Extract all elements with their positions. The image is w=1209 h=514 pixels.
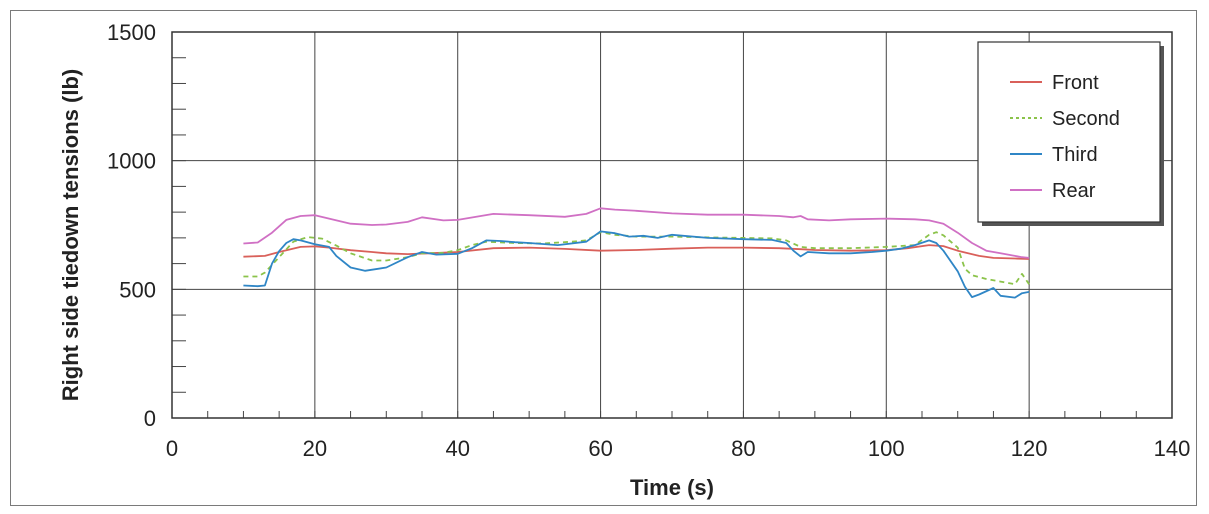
legend-label-third: Third bbox=[1052, 144, 1098, 166]
legend: Front Second Third Rear bbox=[977, 41, 1164, 226]
y-tick-label: 0 bbox=[144, 406, 156, 431]
x-tick-label: 80 bbox=[731, 436, 755, 461]
series-line-rear bbox=[243, 207, 1030, 259]
x-tick-label: 0 bbox=[166, 436, 178, 461]
legend-label-second: Second bbox=[1052, 108, 1120, 130]
legend-box bbox=[977, 41, 1161, 223]
y-tick-label: 1000 bbox=[107, 149, 156, 174]
series-layer bbox=[243, 207, 1030, 299]
x-tick-label: 120 bbox=[1011, 436, 1048, 461]
x-tick-label: 60 bbox=[588, 436, 612, 461]
y-tick-label: 1500 bbox=[107, 20, 156, 45]
plot-area bbox=[171, 31, 1173, 419]
x-tick-label: 40 bbox=[445, 436, 469, 461]
legend-label-front: Front bbox=[1052, 72, 1099, 94]
y-tick-label: 500 bbox=[119, 277, 156, 302]
legend-label-rear: Rear bbox=[1052, 180, 1096, 202]
x-tick-label: 100 bbox=[868, 436, 905, 461]
y-axis-title: Right side tiedown tensions (lb) bbox=[58, 69, 83, 401]
x-axis-title: Time (s) bbox=[630, 475, 714, 500]
y-tick-labels: 0 500 1000 1500 bbox=[107, 20, 156, 431]
series-line-second bbox=[243, 231, 1030, 286]
x-tick-labels: 0 20 40 60 80 100 120 140 bbox=[166, 436, 1190, 461]
x-tick-label: 20 bbox=[303, 436, 327, 461]
series-line-third bbox=[243, 230, 1030, 299]
x-tick-label: 140 bbox=[1154, 436, 1191, 461]
